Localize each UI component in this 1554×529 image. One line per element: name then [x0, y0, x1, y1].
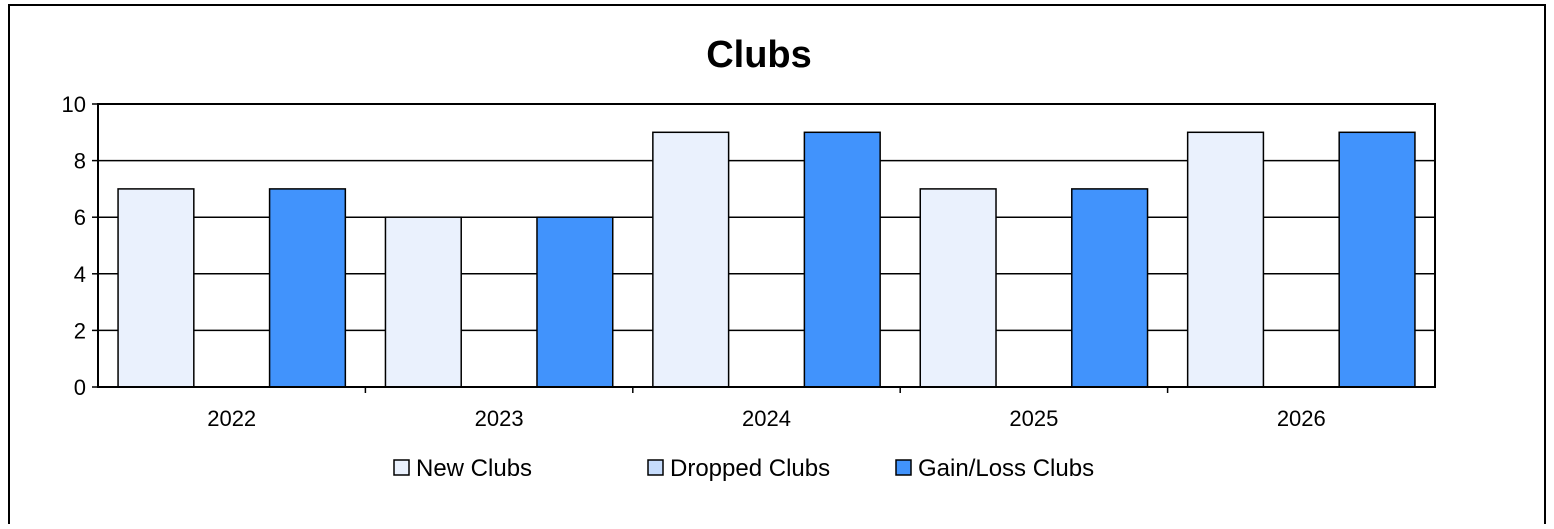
plot-area [97, 103, 1436, 388]
y-tick-label: 4 [74, 262, 86, 287]
y-axis-ticks: 0 2 4 6 8 10 [62, 92, 98, 400]
bar-gain-loss-clubs-2026 [1338, 131, 1416, 388]
bar-gain-loss-clubs-2025 [1071, 188, 1149, 388]
y-tick-label: 2 [74, 318, 86, 343]
x-tick-label: 2022 [207, 406, 256, 431]
legend-swatch-gain-loss-clubs [895, 459, 912, 476]
y-tick-label: 0 [74, 375, 86, 400]
x-tick-label: 2025 [1009, 406, 1058, 431]
bar-new-clubs-2024 [652, 131, 730, 388]
bar-gain-loss-clubs-2024 [803, 131, 881, 388]
legend: New Clubs Dropped Clubs Gain/Loss Clubs [393, 455, 1094, 482]
x-tick-label: 2026 [1277, 406, 1326, 431]
legend-label: Dropped Clubs [670, 455, 830, 482]
bar-gain-loss-clubs-2023 [536, 216, 614, 388]
y-tick-label: 10 [62, 92, 86, 117]
bar-new-clubs-2023 [384, 216, 462, 388]
y-tick-label: 8 [74, 149, 86, 174]
bar-gain-loss-clubs-2022 [268, 188, 347, 388]
chart-frame [8, 4, 1546, 524]
chart-title: Clubs [706, 34, 812, 76]
y-tick-label: 6 [74, 205, 86, 230]
bars [117, 131, 1416, 388]
bar-new-clubs-2026 [1186, 131, 1265, 388]
legend-swatch-new-clubs [393, 459, 410, 476]
x-tick-label: 2023 [475, 406, 524, 431]
legend-swatch-dropped-clubs [647, 459, 664, 476]
x-axis-ticks: 2022 2023 2024 2025 2026 [207, 387, 1326, 431]
legend-label: Gain/Loss Clubs [918, 455, 1094, 482]
bar-new-clubs-2025 [919, 188, 997, 388]
bar-new-clubs-2022 [117, 188, 195, 388]
x-tick-label: 2024 [742, 406, 791, 431]
legend-label: New Clubs [416, 455, 532, 482]
